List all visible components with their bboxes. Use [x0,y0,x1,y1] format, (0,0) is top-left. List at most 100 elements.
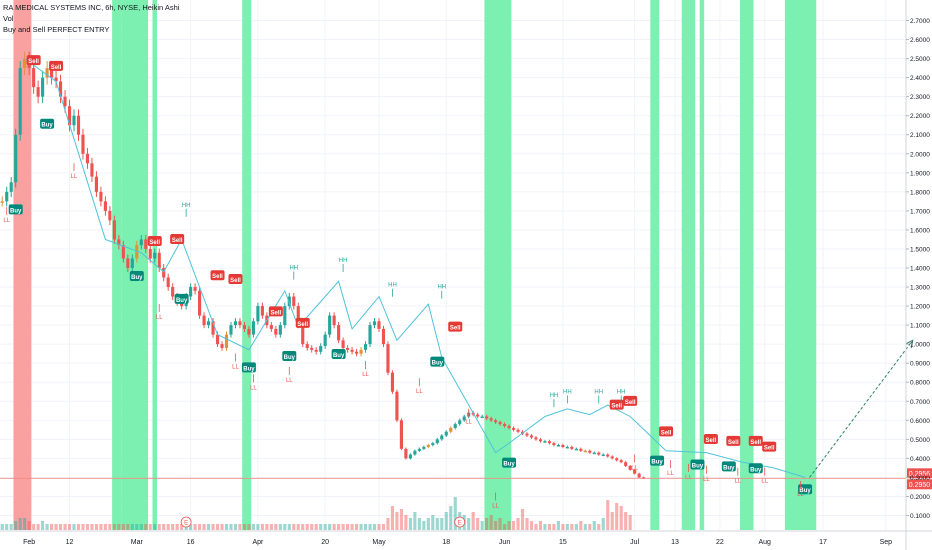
volume-bar [503,524,507,530]
buy-label: Buy [692,463,704,469]
volume-bar [422,521,426,530]
volume-bar [256,524,260,530]
candle-body [547,441,552,444]
ll-label: LL [250,385,257,391]
volume-bar [171,524,175,530]
time-tick-label: 12 [66,539,74,546]
sell-label-bg [748,435,763,446]
candle-body [50,68,54,78]
price-tick-label: 1.9000 [910,170,930,177]
candle-body [90,163,94,177]
volume-bar [525,518,529,530]
price-tick-label: 1.6000 [910,227,930,234]
buy-zone [650,0,660,530]
volume-bar [354,524,359,530]
candle-body [458,420,462,425]
candle-body [637,473,641,478]
buy-zone [152,0,157,530]
candle-body [341,340,345,348]
time-axis[interactable]: Feb 12 Mar 16 Apr 20 May 18 Jun 15 Jul 13 22 Aug 17 Sep [0,530,932,546]
candle-body [494,420,498,423]
volume-bar [32,524,36,530]
sell-label-bg [49,60,64,71]
sell-label-bg [659,426,674,437]
candle-body [224,334,229,348]
volume-bar [552,524,556,530]
buy-label: Buy [723,465,735,471]
candle-body [202,315,206,326]
volume-bar [588,524,592,530]
volume-bar [467,518,471,530]
earnings-label: E [184,521,188,527]
volume-bar [36,524,40,530]
candle-body [162,268,166,278]
candle-body [583,450,587,453]
volume-bar [301,524,305,530]
earnings-icon [454,516,466,528]
candle-body [328,315,332,335]
candle-body [462,416,466,421]
volume-bar [628,515,632,530]
ll-label: LL [286,378,293,384]
buy-label-bg [331,349,346,360]
candle-body [538,439,543,442]
candle-body [507,426,511,428]
buy-zone [784,0,817,530]
legend-title[interactable]: RA MEDICAL SYSTEMS INC, 6h, NYSE, Heikin… [3,3,180,12]
candle-body [41,77,45,97]
buy-label: Buy [41,123,53,129]
volume-bar [529,521,534,530]
volume-bar [27,521,31,530]
volume-bar [224,524,229,530]
candle-body [310,347,314,350]
price-axis[interactable]: 2.7000 2.6000 2.5000 2.4000 2.3000 2.2000 2.10… [905,0,930,550]
sell-label: Sell [297,322,308,328]
candle-body [144,239,148,249]
volume-bar [247,524,251,530]
volume-bar [175,524,179,530]
candle-body [588,450,592,453]
volume-bar [215,524,220,530]
candle-body [417,448,421,451]
candle-body [63,96,67,107]
buy-label-bg [174,293,189,304]
legend-indicator[interactable]: Buy and Sell PERFECT ENTRY [3,25,110,34]
sell-label: Sell [230,278,241,284]
candle-body [211,321,215,335]
candle-body [346,347,350,350]
projection-arrow-head [905,339,914,349]
candle-body [476,414,480,417]
candle-body [292,296,296,307]
volume-bar [14,521,18,530]
earnings-label: E [458,521,462,527]
volume-bar [157,524,161,530]
zigzag-line [24,58,914,478]
price-tick-label: 2.2000 [910,113,930,120]
price-tick-label: 0.3000 [910,475,930,482]
volume-bar [193,524,197,530]
volume-bar [476,518,480,530]
candle-body [58,81,63,97]
legend-volume[interactable]: Vol [3,14,14,23]
volume-bar [363,524,368,530]
ll-label: LL [156,315,163,321]
candle-body [408,454,412,459]
volume-bar [310,524,314,530]
candle-body [489,418,493,421]
volume-bar [166,524,170,530]
candle-body [85,153,90,164]
candle-body [112,220,116,240]
time-tick-label: Jul [630,539,639,546]
volume-bar [94,524,99,530]
volume-bar [395,512,399,530]
candle-body [552,443,556,446]
volume-bar [377,524,381,530]
buy-zone [740,0,754,530]
volume-bar [592,521,596,530]
buy-label-bg [40,118,55,129]
ll-label: LL [667,471,674,477]
volume-bar [543,524,547,530]
price-tick-label: 1.2000 [910,304,930,311]
volume-bar [399,509,403,530]
